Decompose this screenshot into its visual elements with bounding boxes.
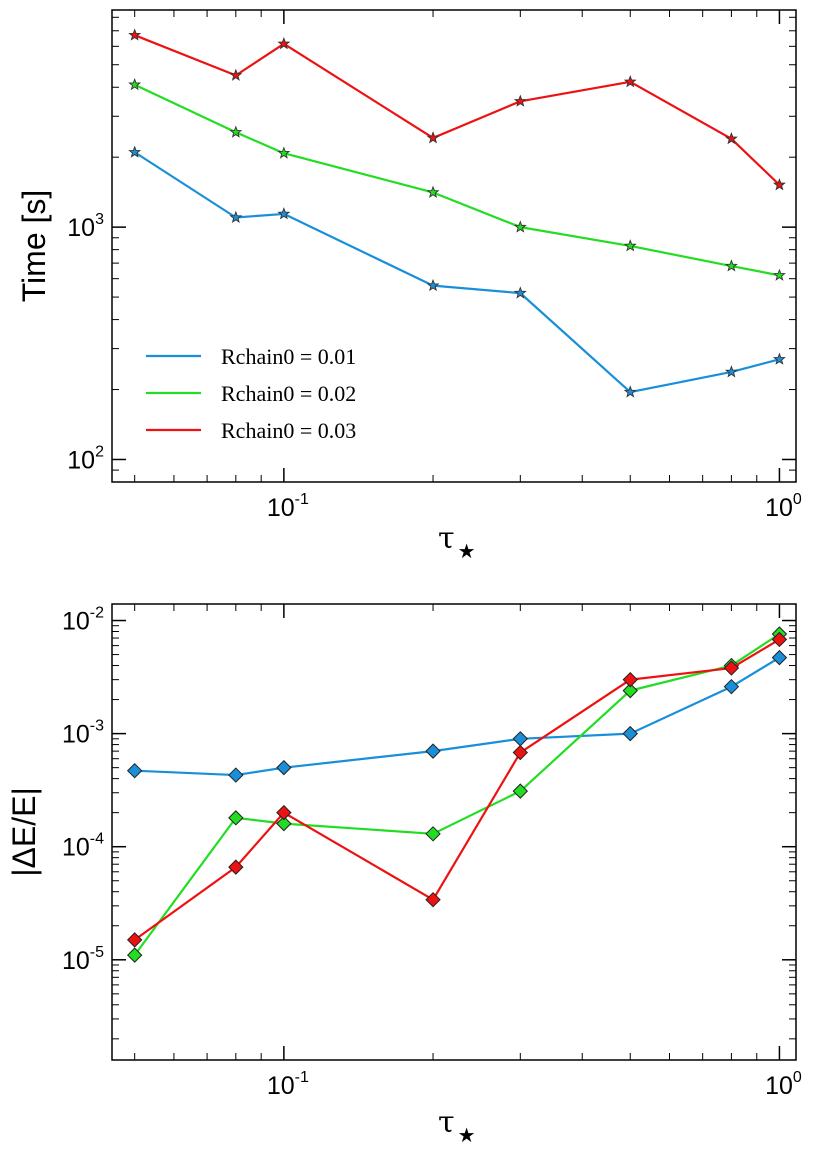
data-point bbox=[622, 682, 638, 699]
y-tick-label: 10-3 bbox=[62, 718, 104, 749]
energy-y-tick-labels: 10-5 10-4 10-3 10-2 bbox=[62, 605, 104, 975]
x-tick-label: 10-1 bbox=[267, 1069, 309, 1100]
data-point bbox=[512, 731, 529, 747]
series-line-3 bbox=[134, 638, 781, 941]
data-point bbox=[771, 631, 788, 648]
energy-major-ticks bbox=[112, 604, 796, 1060]
data-point bbox=[513, 220, 527, 233]
data-point bbox=[724, 132, 738, 145]
x-tick-label: 10-1 bbox=[267, 491, 309, 522]
data-point bbox=[229, 68, 243, 81]
time-x-tick-labels: 10-1 100 bbox=[267, 491, 802, 522]
data-point bbox=[623, 75, 637, 88]
data-point bbox=[623, 385, 637, 398]
y-tick-label: 10-2 bbox=[62, 605, 104, 636]
data-point bbox=[229, 125, 243, 138]
energy-x-axis-title-tau: τ bbox=[438, 1105, 455, 1140]
time-minor-ticks bbox=[112, 10, 796, 482]
data-point bbox=[426, 131, 440, 144]
energy-x-axis-title: τ ★ bbox=[438, 1105, 476, 1147]
data-point bbox=[425, 891, 441, 908]
legend-label-2: Rchain0 = 0.02 bbox=[221, 381, 356, 406]
time-plot-frame bbox=[111, 9, 797, 483]
data-point bbox=[126, 762, 143, 779]
data-point bbox=[425, 826, 441, 842]
data-point bbox=[512, 744, 529, 761]
data-point bbox=[623, 239, 637, 252]
series-line-2 bbox=[134, 83, 780, 277]
data-point bbox=[277, 37, 291, 50]
energy-minor-ticks bbox=[112, 604, 796, 1060]
y-tick-label: 103 bbox=[67, 211, 104, 242]
energy-series-group bbox=[126, 626, 788, 963]
data-point bbox=[512, 783, 529, 799]
data-point bbox=[128, 28, 142, 41]
data-point bbox=[276, 759, 292, 776]
data-point bbox=[723, 660, 740, 676]
data-point bbox=[128, 77, 142, 91]
time-major-ticks bbox=[112, 10, 796, 482]
legend-label-1: Rchain0 = 0.01 bbox=[221, 344, 356, 369]
data-point bbox=[126, 947, 143, 963]
data-point bbox=[426, 278, 440, 292]
data-point bbox=[128, 145, 142, 158]
series-line-3 bbox=[134, 34, 781, 186]
data-point bbox=[277, 146, 291, 159]
data-point bbox=[724, 259, 738, 272]
y-tick-label: 10-4 bbox=[62, 831, 104, 862]
data-point bbox=[772, 352, 786, 365]
series-line-1 bbox=[134, 656, 781, 777]
data-point bbox=[426, 185, 440, 198]
y-tick-label: 102 bbox=[67, 443, 104, 474]
data-point bbox=[228, 859, 244, 875]
energy-x-tick-labels: 10-1 100 bbox=[267, 1069, 802, 1100]
energy-panel: 10-5 10-4 10-3 10-2 10-1 100 |ΔE/E| τ ★ bbox=[6, 603, 802, 1147]
data-point bbox=[276, 815, 292, 832]
data-point bbox=[622, 671, 638, 688]
data-point bbox=[229, 210, 243, 224]
data-point bbox=[277, 207, 291, 220]
time-y-axis-title: Time [s] bbox=[16, 190, 52, 303]
x-tick-label: 100 bbox=[765, 1069, 802, 1100]
y-tick-label: 10-5 bbox=[62, 944, 104, 975]
energy-plot-frame bbox=[111, 603, 797, 1061]
time-x-axis-title-tau: τ bbox=[438, 521, 455, 556]
data-point bbox=[772, 268, 786, 281]
time-y-tick-labels: 102 103 bbox=[67, 211, 104, 474]
time-x-axis-title-star: ★ bbox=[458, 539, 476, 563]
data-point bbox=[771, 649, 788, 666]
data-point bbox=[622, 725, 638, 742]
data-point bbox=[228, 767, 244, 783]
data-point bbox=[513, 94, 527, 107]
legend: Rchain0 = 0.01 Rchain0 = 0.02 Rchain0 = 0.… bbox=[146, 344, 356, 443]
x-tick-label: 100 bbox=[765, 491, 802, 522]
data-point bbox=[772, 178, 786, 191]
data-point bbox=[723, 678, 740, 695]
energy-y-axis-title: |ΔE/E| bbox=[6, 787, 42, 877]
time-series-group bbox=[128, 28, 786, 398]
time-x-axis-title: τ ★ bbox=[438, 521, 476, 563]
legend-label-3: Rchain0 = 0.03 bbox=[221, 418, 356, 443]
data-point bbox=[276, 804, 292, 821]
data-point bbox=[228, 810, 244, 826]
series-line-2 bbox=[133, 633, 781, 956]
data-point bbox=[513, 286, 527, 299]
data-point bbox=[425, 743, 441, 759]
data-point bbox=[126, 932, 143, 948]
data-point bbox=[724, 365, 738, 378]
series-line-1 bbox=[134, 151, 780, 394]
energy-x-axis-title-star: ★ bbox=[458, 1123, 476, 1147]
